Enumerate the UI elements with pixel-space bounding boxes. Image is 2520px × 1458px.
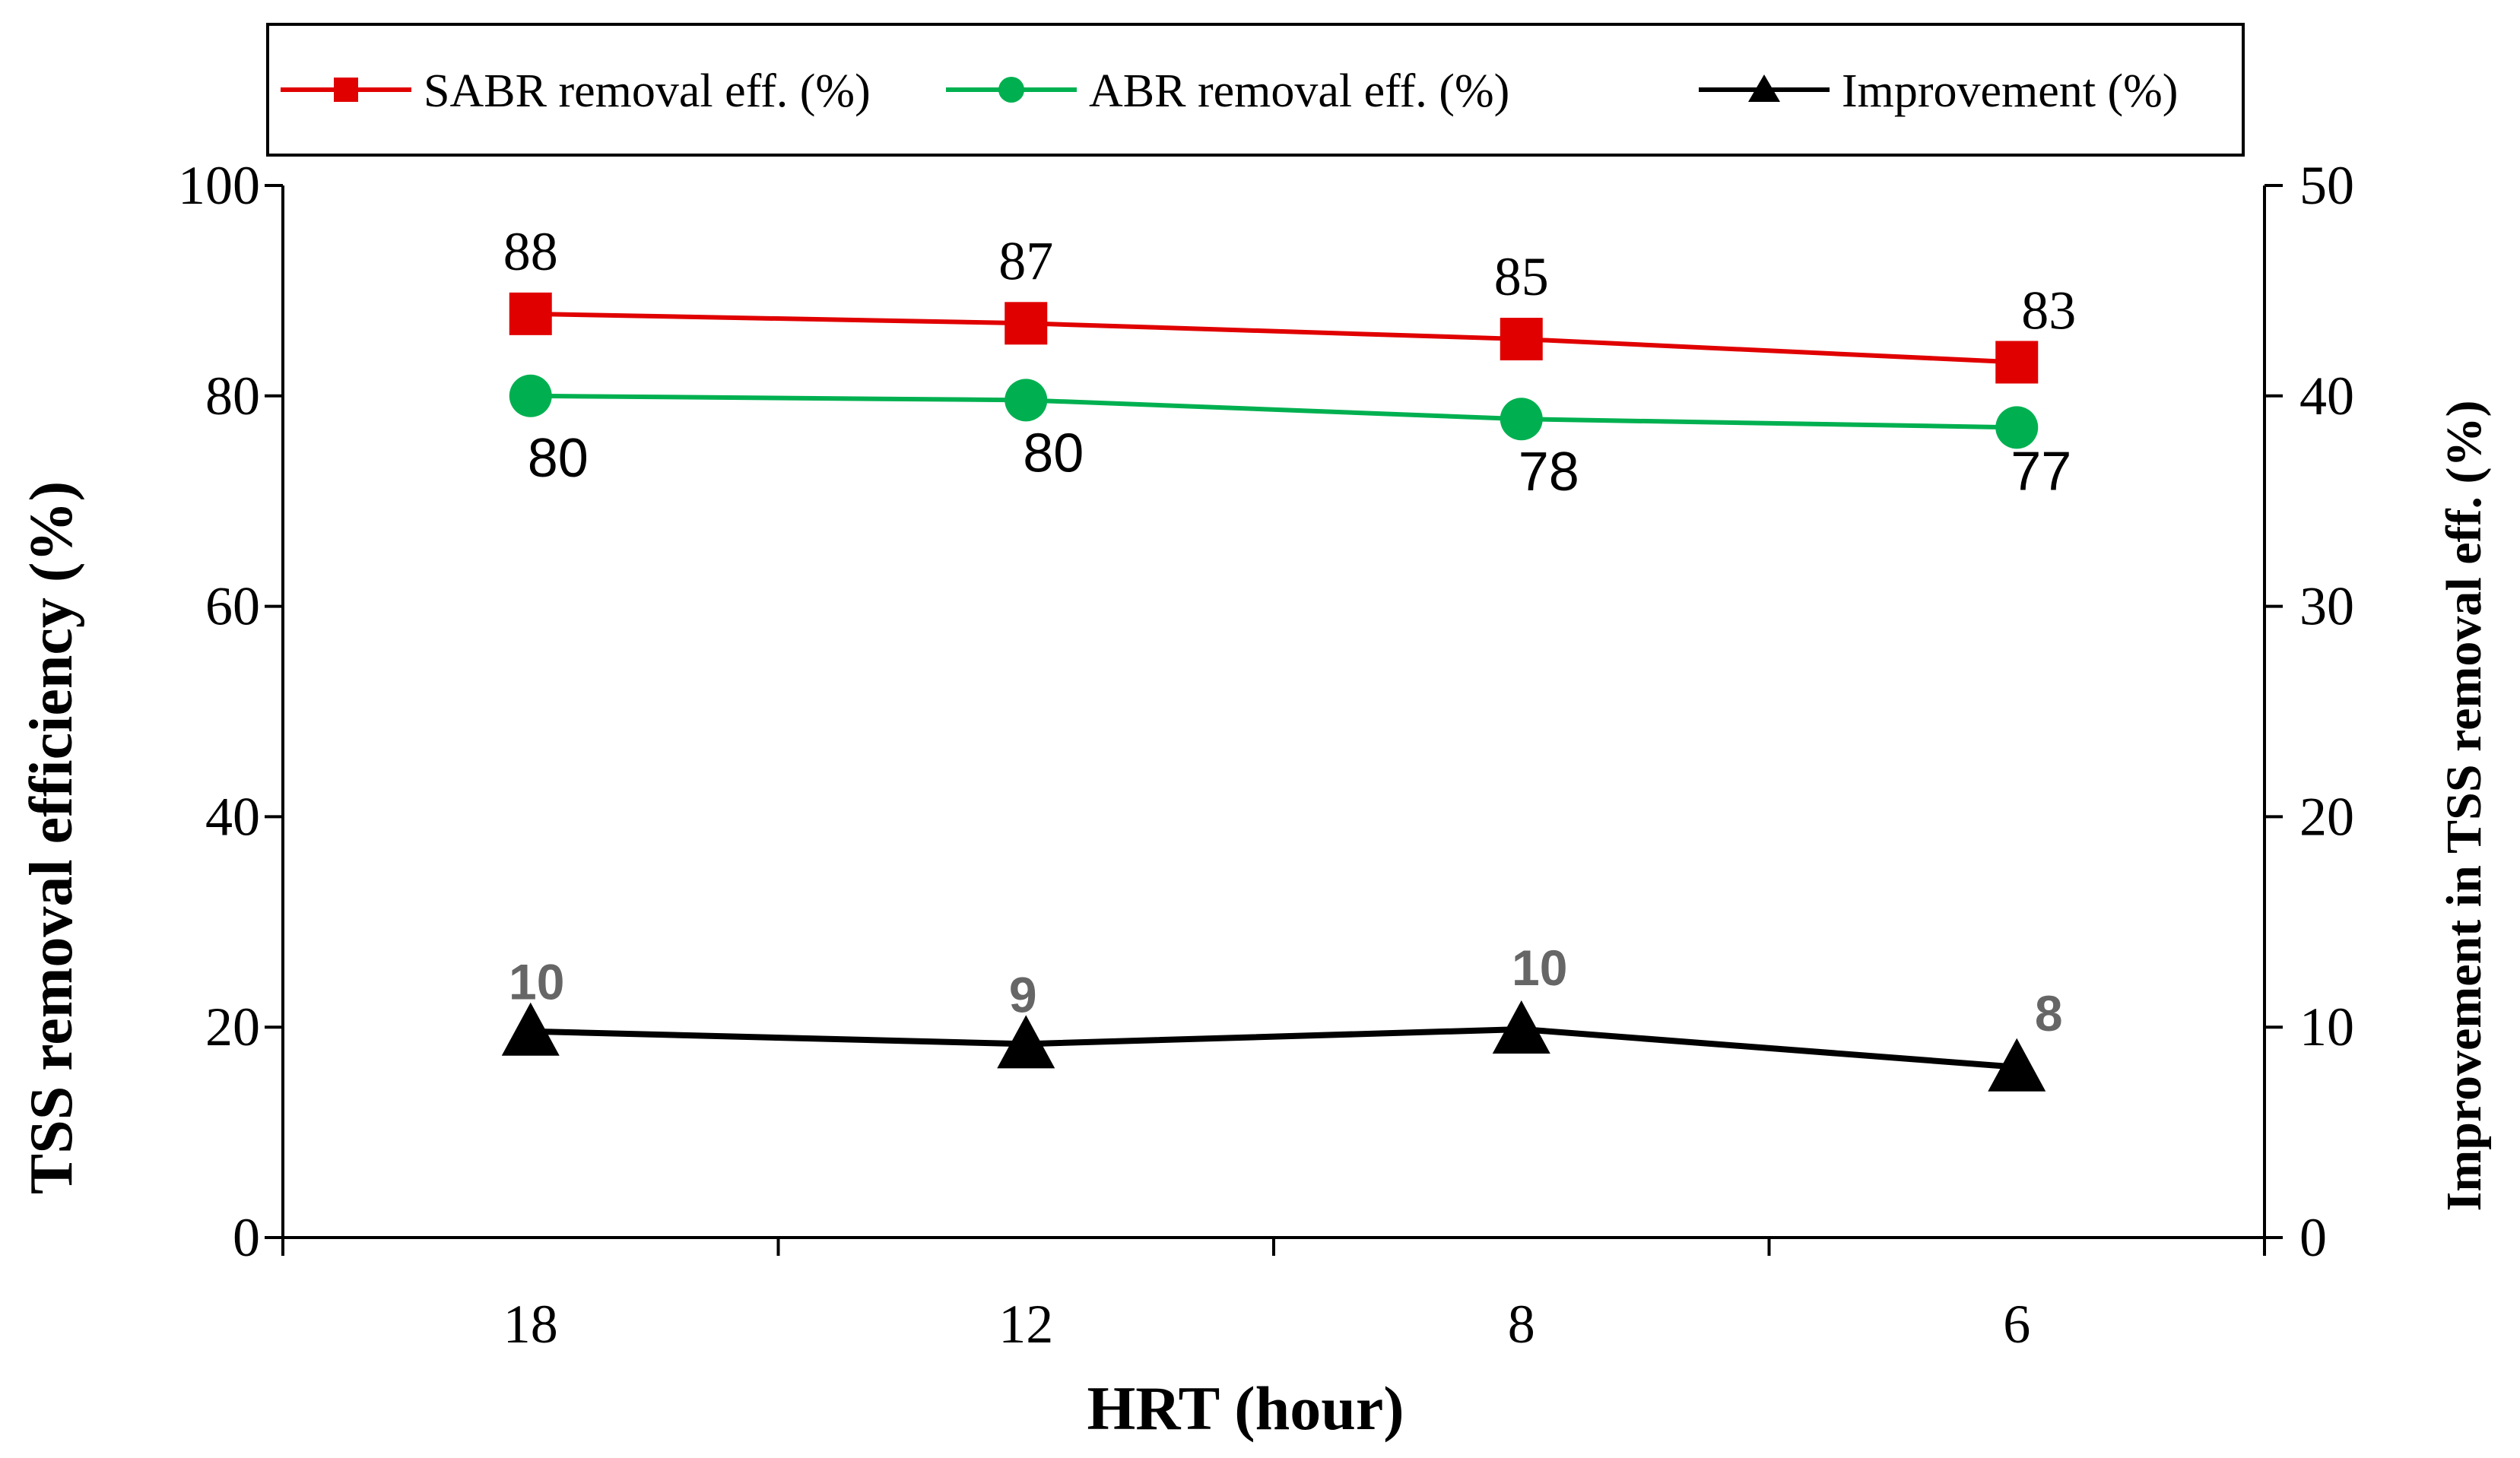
data-label: 9 xyxy=(1009,966,1037,1022)
legend-marker xyxy=(1748,74,1780,102)
axes: 0 20 40 60 80 100 0 10 20 30 40 50 18 12 8 6 xyxy=(178,155,2354,1355)
series-line xyxy=(530,311,2017,365)
x-tick-label: 18 xyxy=(503,1294,558,1355)
y-right-tick-label: 30 xyxy=(2299,576,2354,637)
data-point xyxy=(1500,398,1543,441)
data-label: 8 xyxy=(2035,985,2063,1041)
data-point xyxy=(1988,1038,2046,1092)
data-label: 10 xyxy=(1512,940,1567,996)
x-axis-title: HRT (hour) xyxy=(1087,1374,1404,1443)
data-point xyxy=(1492,1000,1550,1054)
data-label: 88 xyxy=(503,221,558,282)
y-left-tick-label: 40 xyxy=(205,786,260,847)
legend-marker xyxy=(334,78,358,102)
series-line xyxy=(530,1025,2017,1070)
legend-label: SABR removal eff. (%) xyxy=(424,65,871,117)
data-point xyxy=(1995,341,2039,384)
y-right-tick-label: 50 xyxy=(2299,155,2354,216)
data-point xyxy=(1500,318,1543,361)
data-point xyxy=(509,374,552,417)
data-label: 85 xyxy=(1494,246,1549,307)
y-axis-right-title: Improvement in TSS removal eff. (%) xyxy=(2436,401,2492,1212)
legend-marker xyxy=(998,77,1024,103)
y-right-tick-label: 0 xyxy=(2299,1207,2327,1268)
data-point xyxy=(509,292,552,335)
data-label: 78 xyxy=(1519,442,1579,502)
data-point xyxy=(1005,302,1048,345)
y-right-tick-label: 20 xyxy=(2299,786,2354,847)
y-axis-left-title: TSS removal efficiency (%) xyxy=(18,481,85,1194)
legend-label: Improvement (%) xyxy=(1842,65,2178,117)
data-point xyxy=(1005,379,1048,422)
legend-label: ABR removal eff. (%) xyxy=(1089,65,1509,117)
legend-item-1: ABR removal eff. (%) xyxy=(946,65,1509,117)
y-left-tick-label: 60 xyxy=(205,576,260,637)
y-right-tick-label: 40 xyxy=(2299,366,2354,426)
legend: SABR removal eff. (%) ABR removal eff. (%… xyxy=(266,23,2245,157)
y-left-tick-label: 20 xyxy=(205,997,260,1057)
series-1: 80 80 78 77 xyxy=(509,374,2071,502)
data-label: 80 xyxy=(528,428,589,489)
x-tick-label: 6 xyxy=(2003,1294,2030,1355)
data-label: 77 xyxy=(2011,441,2071,502)
y-right-tick-label: 10 xyxy=(2299,997,2354,1057)
data-point xyxy=(997,1015,1055,1069)
series-2: 10 9 10 8 xyxy=(501,940,2063,1092)
y-left-tick-label: 100 xyxy=(178,155,260,216)
legend-item-0: SABR removal eff. (%) xyxy=(281,65,871,117)
data-label: 87 xyxy=(998,230,1053,291)
data-point xyxy=(501,1002,560,1056)
x-tick-label: 12 xyxy=(998,1294,1053,1355)
y-left-tick-label: 80 xyxy=(205,366,260,426)
data-point xyxy=(1995,406,2039,449)
series-0: 88 87 85 83 xyxy=(503,221,2076,384)
x-tick-label: 8 xyxy=(1508,1294,1535,1355)
y-left-tick-label: 0 xyxy=(233,1207,260,1268)
series-line xyxy=(530,393,2017,430)
data-label: 83 xyxy=(2021,281,2076,341)
data-label: 80 xyxy=(1023,423,1084,483)
legend-box xyxy=(266,23,2245,157)
legend-item-2: Improvement (%) xyxy=(1699,65,2178,117)
series-layer: 88 87 85 83 80 80 78 77 10 9 10 8 xyxy=(501,221,2076,1092)
data-label: 10 xyxy=(509,954,564,1010)
